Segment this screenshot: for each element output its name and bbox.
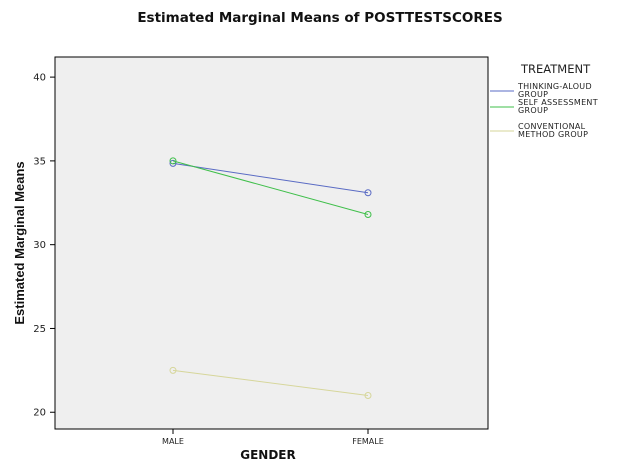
data-point — [364, 189, 372, 197]
x-axis-label: GENDER — [240, 448, 296, 461]
y-axis: 20 25 30 35 40 — [33, 73, 55, 419]
y-tick-label: 35 — [33, 156, 46, 167]
legend-label: METHOD GROUP — [518, 130, 588, 139]
series-2 — [169, 157, 372, 219]
data-point — [169, 157, 177, 165]
series-line — [172, 369, 369, 396]
data-point — [364, 211, 372, 219]
x-tick-label: FEMALE — [352, 437, 384, 446]
plot-area — [54, 56, 489, 430]
chart-title: Estimated Marginal Means of POSTTESTSCOR… — [137, 10, 502, 26]
legend-label: SELF ASSESSMENT — [518, 98, 598, 107]
y-tick-label: 40 — [33, 73, 46, 84]
data-point — [364, 391, 372, 399]
legend-label: GROUP — [518, 106, 548, 115]
legend-title: TREATMENT — [520, 62, 591, 76]
legend-label: GROUP — [518, 90, 548, 99]
series-3 — [169, 366, 372, 399]
data-point — [169, 159, 177, 167]
series-line — [172, 162, 369, 194]
y-tick-label: 25 — [33, 324, 46, 335]
series-line — [172, 160, 369, 215]
series-layer — [169, 157, 372, 399]
legend-label: CONVENTIONAL — [518, 122, 586, 131]
legend-label: THINKING-ALOUD — [517, 82, 592, 91]
y-axis-label: Estimated Marginal Means — [12, 161, 27, 324]
data-point — [169, 366, 177, 374]
series-1 — [169, 159, 372, 197]
x-tick-label: MALE — [162, 437, 184, 446]
x-axis: MALE FEMALE — [162, 429, 384, 446]
y-tick-label: 30 — [33, 240, 46, 251]
y-tick-label: 20 — [33, 408, 46, 419]
